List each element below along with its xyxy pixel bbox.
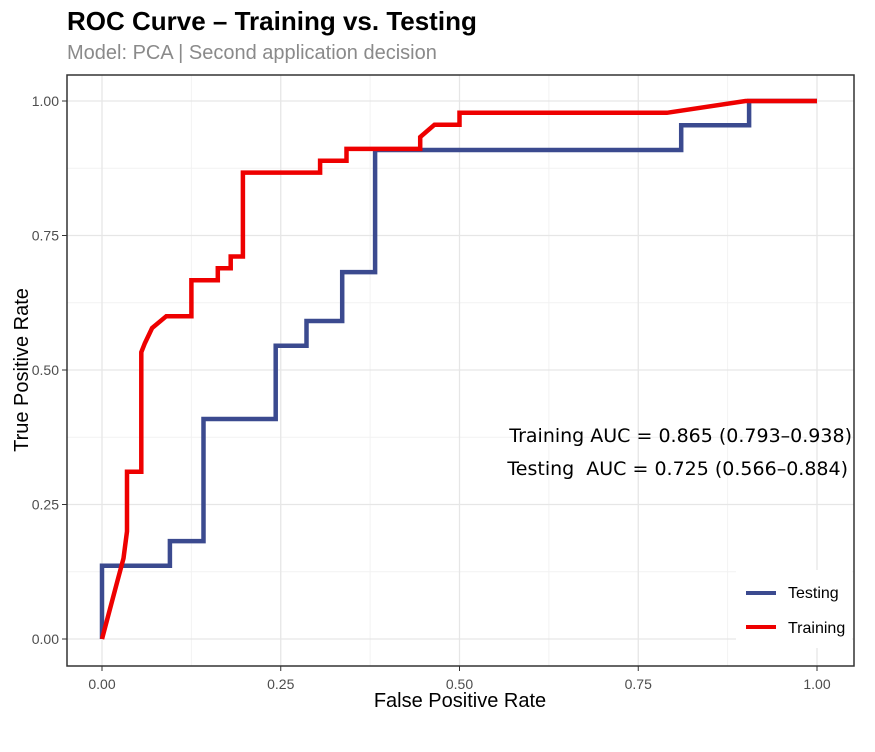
series-line-training: [99, 98, 817, 640]
y-tick-label: 0.25: [32, 497, 59, 513]
x-tick-label: 1.00: [803, 676, 830, 692]
y-tick-label: 0.75: [32, 228, 59, 244]
y-tick-label: 1.00: [32, 93, 59, 109]
series-line-testing: [99, 98, 817, 639]
legend-background: [736, 570, 852, 648]
y-tick-label: 0.00: [32, 631, 59, 647]
series-layer: [99, 98, 817, 640]
x-tick-label: 0.00: [88, 676, 115, 692]
legend: Testing Training: [736, 570, 852, 648]
legend-label-testing: Testing: [788, 585, 839, 602]
x-tick-label: 0.75: [625, 676, 652, 692]
chart-subtitle: Model: PCA | Second application decision: [67, 42, 437, 64]
annotation-testing-auc: Testing AUC = 0.725 (0.566–0.884): [506, 458, 848, 480]
legend-label-training: Training: [788, 620, 845, 637]
x-tick-label: 0.25: [267, 676, 294, 692]
x-axis-title: False Positive Rate: [374, 690, 546, 712]
grid-major: [67, 75, 854, 666]
y-tick-label: 0.50: [32, 362, 59, 378]
axis-ticks: 0.00 0.25 0.50 0.75 1.00 0.00 0.25 0.50 0.75 1.00: [32, 93, 831, 692]
chart-title: ROC Curve – Training vs. Testing: [67, 6, 477, 36]
y-axis-title: True Positive Rate: [11, 288, 33, 452]
annotation-training-auc: Training AUC = 0.865 (0.793–0.938): [508, 425, 852, 447]
x-tick-label: 0.50: [446, 676, 473, 692]
